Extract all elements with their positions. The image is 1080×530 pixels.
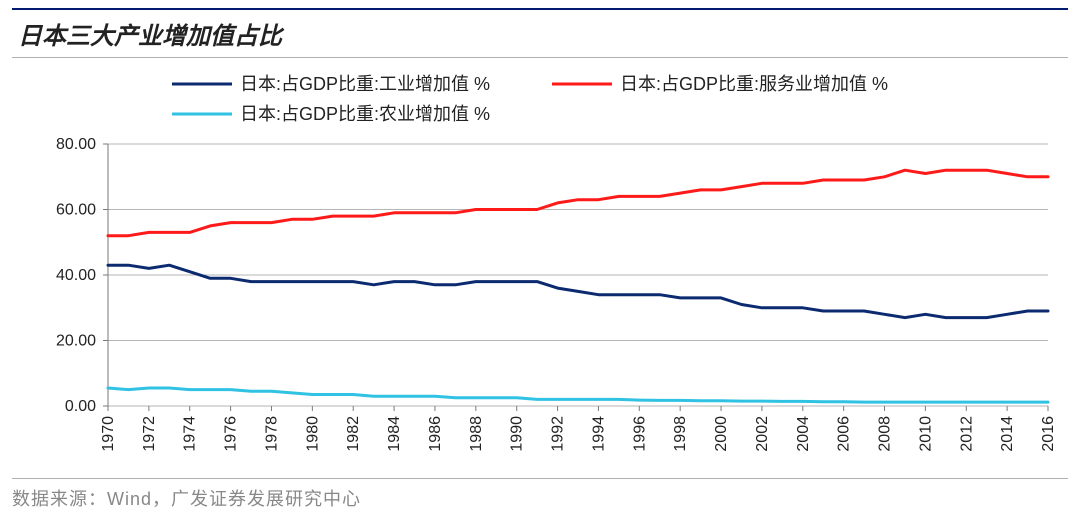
svg-text:2012: 2012: [958, 416, 975, 452]
svg-text:2004: 2004: [795, 416, 812, 452]
svg-text:1970: 1970: [100, 416, 117, 452]
svg-text:20.00: 20.00: [56, 333, 96, 350]
svg-text:1974: 1974: [182, 416, 199, 452]
svg-text:2016: 2016: [1040, 416, 1057, 452]
svg-text:1992: 1992: [550, 416, 567, 452]
svg-text:2006: 2006: [836, 416, 853, 452]
svg-text:40.00: 40.00: [56, 267, 96, 284]
svg-text:1984: 1984: [386, 416, 403, 452]
svg-text:2010: 2010: [917, 416, 934, 452]
chart-frame: 日本三大产业增加值占比 日本:占GDP比重:工业增加值 % 日本:占GDP比重:服…: [0, 0, 1080, 530]
svg-text:日本:占GDP比重:服务业增加值 %: 日本:占GDP比重:服务业增加值 %: [620, 74, 888, 94]
svg-text:1998: 1998: [672, 416, 689, 452]
chart-area: 日本:占GDP比重:工业增加值 % 日本:占GDP比重:服务业增加值 % 日本:占G…: [12, 58, 1068, 478]
svg-text:80.00: 80.00: [56, 136, 96, 153]
svg-text:1986: 1986: [427, 416, 444, 452]
svg-text:日本:占GDP比重:农业增加值 %: 日本:占GDP比重:农业增加值 %: [240, 104, 490, 124]
line-chart-svg: 日本:占GDP比重:工业增加值 % 日本:占GDP比重:服务业增加值 % 日本:占G…: [12, 58, 1068, 478]
svg-text:2000: 2000: [713, 416, 730, 452]
svg-text:日本:占GDP比重:工业增加值 %: 日本:占GDP比重:工业增加值 %: [240, 74, 490, 94]
svg-text:0.00: 0.00: [65, 398, 96, 415]
svg-text:1994: 1994: [590, 416, 607, 452]
svg-text:2002: 2002: [754, 416, 771, 452]
svg-text:1976: 1976: [223, 416, 240, 452]
svg-text:1990: 1990: [509, 416, 526, 452]
svg-text:1978: 1978: [263, 416, 280, 452]
svg-text:1980: 1980: [304, 416, 321, 452]
svg-text:2014: 2014: [999, 416, 1016, 452]
svg-text:1982: 1982: [345, 416, 362, 452]
chart-title: 日本三大产业增加值占比: [18, 23, 282, 50]
svg-text:60.00: 60.00: [56, 202, 96, 219]
svg-text:1972: 1972: [141, 416, 158, 452]
svg-text:2008: 2008: [877, 416, 894, 452]
source-footer: 数据来源：Wind，广发证券发展研究中心: [12, 478, 1068, 511]
title-bar: 日本三大产业增加值占比: [12, 8, 1068, 58]
source-label: 数据来源：Wind，广发证券发展研究中心: [12, 489, 361, 509]
svg-text:1996: 1996: [631, 416, 648, 452]
svg-text:1988: 1988: [468, 416, 485, 452]
